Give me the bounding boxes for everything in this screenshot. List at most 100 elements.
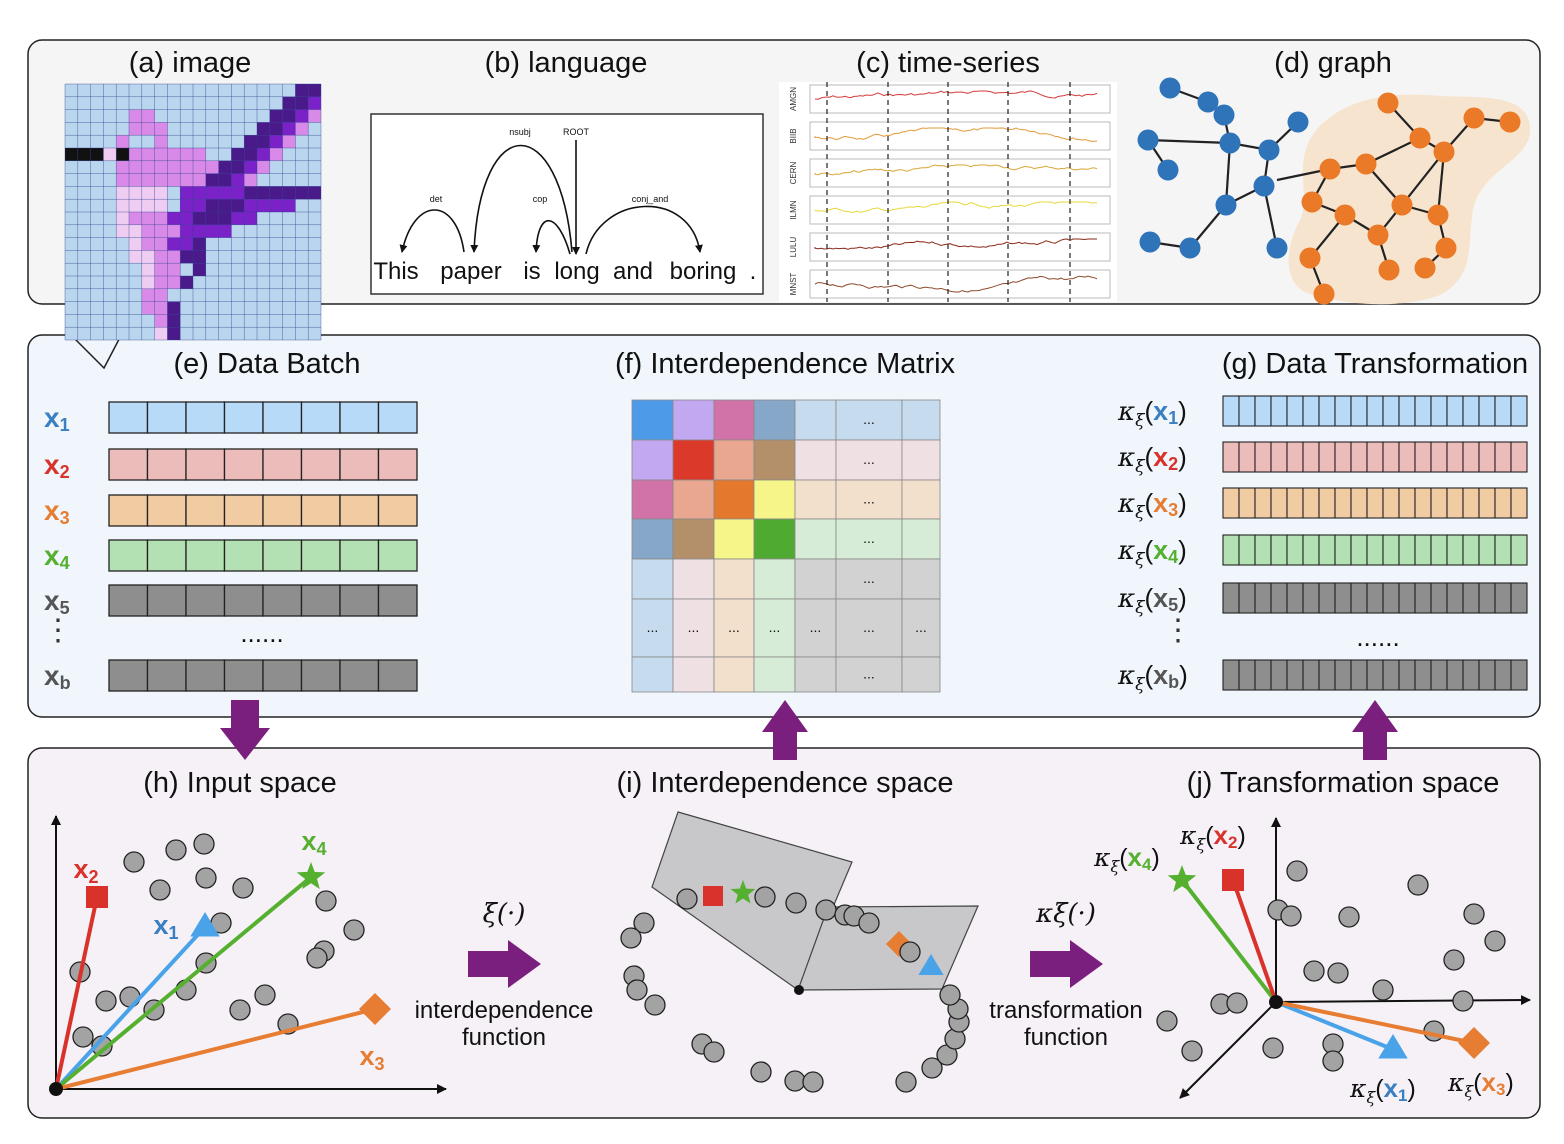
transform-cell — [1302, 395, 1320, 427]
transform-cell — [1270, 395, 1288, 427]
pixel — [257, 160, 270, 174]
data-point — [232, 877, 254, 899]
transform-cell — [1494, 395, 1512, 427]
matrix-cell — [753, 479, 796, 520]
data-point — [858, 912, 880, 934]
pixel — [154, 327, 168, 340]
transform-cell — [1222, 534, 1240, 566]
node-orange — [1334, 204, 1356, 226]
pixel — [269, 135, 283, 148]
transform-cell — [1462, 659, 1480, 691]
vector-x1 — [54, 926, 206, 1091]
pixel — [282, 186, 296, 200]
label-kappa-x4: κξ(x4) — [1093, 842, 1160, 876]
batch-cell — [377, 584, 418, 617]
transform-cell — [1238, 582, 1256, 614]
transform-cell — [1286, 487, 1304, 519]
pixel-art-hummingbird — [64, 83, 322, 341]
batch-cell — [262, 401, 303, 434]
transform-cell — [1350, 659, 1368, 691]
batch-cell — [185, 401, 226, 434]
data-point — [1338, 906, 1360, 928]
batch-label-1: x1 — [44, 402, 70, 435]
series-frame — [809, 158, 1111, 188]
transform-cell — [1430, 582, 1448, 614]
matrix-ellipsis: ... — [863, 451, 875, 467]
pixel — [295, 122, 309, 136]
batch-label-6: xb — [44, 660, 71, 693]
pixel — [269, 109, 283, 123]
input-space-plot: x2 x1 x4 x3 — [49, 815, 447, 1096]
matrix-cell — [835, 518, 903, 560]
pixel — [193, 212, 206, 225]
transform-cell — [1222, 487, 1240, 519]
pixel — [167, 160, 181, 174]
pixel — [116, 186, 129, 200]
batch-cell — [108, 539, 149, 572]
node-orange — [1377, 92, 1399, 114]
batch-cell — [377, 539, 418, 572]
transform-cell — [1318, 441, 1336, 473]
pixel — [77, 148, 91, 161]
data-point — [343, 919, 365, 941]
matrix-cell — [672, 399, 715, 441]
word-6: boring — [670, 258, 737, 285]
node-orange — [1391, 194, 1413, 216]
series-line — [814, 238, 1097, 250]
data-point — [91, 1035, 113, 1057]
edge — [1401, 151, 1445, 206]
pixel — [308, 96, 321, 110]
pixel — [193, 186, 206, 200]
vector-x2 — [54, 896, 99, 1090]
transform-cell — [1510, 534, 1528, 566]
pixel — [141, 109, 155, 123]
title-i: (i) Interdependence space — [617, 767, 954, 799]
pixel — [205, 224, 219, 238]
transform-cell — [1254, 395, 1272, 427]
pixel — [154, 173, 168, 187]
transform-cell — [1510, 441, 1528, 473]
data-point — [1156, 1010, 1178, 1032]
transform-cell — [1462, 441, 1480, 473]
transform-cell — [1366, 582, 1384, 614]
batch-cell — [108, 401, 149, 434]
title-h: (h) Input space — [143, 767, 336, 799]
node-blue — [1213, 104, 1235, 126]
transform-cell — [1430, 659, 1448, 691]
label-x3: x3 — [359, 1041, 384, 1074]
node-orange — [1499, 111, 1521, 133]
data-point — [895, 1071, 917, 1093]
transform-cell — [1414, 582, 1432, 614]
matrix-cell — [753, 439, 796, 481]
matrix-cell — [713, 518, 755, 560]
transform-cell — [1478, 582, 1496, 614]
series-line — [814, 127, 1098, 142]
matrix-cell — [901, 399, 941, 441]
matrix-cell — [753, 399, 796, 441]
data-point — [620, 927, 642, 949]
arrow-right-i-to-j — [1030, 940, 1103, 988]
pixel — [269, 186, 283, 200]
node-orange — [1433, 141, 1455, 163]
pixel — [218, 199, 232, 212]
pixel — [116, 199, 129, 212]
matrix-cell — [672, 518, 715, 560]
batch-cell — [185, 494, 226, 527]
interdependence-function-line2: function — [462, 1024, 546, 1051]
data-point — [1262, 1037, 1284, 1059]
title-f: (f) Interdependence Matrix — [615, 348, 956, 380]
pixel — [116, 148, 129, 161]
batch-cell — [262, 659, 303, 692]
data-point — [784, 1070, 806, 1092]
transform-cell — [1462, 395, 1480, 427]
title-j: (j) Transformation space — [1187, 767, 1500, 799]
pixel — [308, 84, 321, 97]
pixel — [193, 199, 206, 212]
svg-text:det: det — [430, 194, 443, 204]
marker-x4-star — [730, 880, 756, 904]
transform-cell — [1286, 441, 1304, 473]
pixel — [154, 212, 168, 225]
svg-text:ROOT: ROOT — [563, 127, 590, 137]
pixel — [116, 173, 129, 187]
pixel — [129, 237, 142, 251]
